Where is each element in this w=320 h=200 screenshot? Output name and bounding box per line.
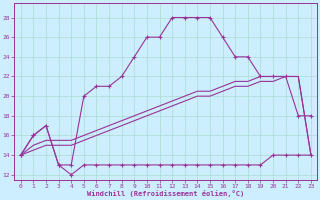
X-axis label: Windchill (Refroidissement éolien,°C): Windchill (Refroidissement éolien,°C) <box>87 190 244 197</box>
